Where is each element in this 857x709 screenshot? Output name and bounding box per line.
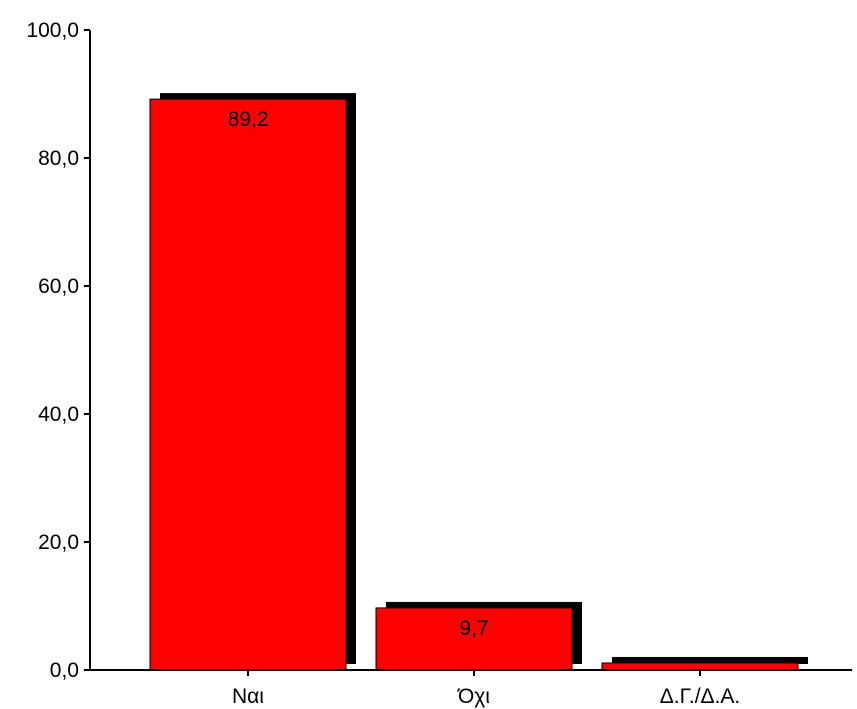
labels-layer: 89,2 Ναι 9,7 Όχι Δ.Γ./Δ.Α. 0,0 20,0 40,0 60,0 80,… (26, 19, 740, 708)
ticks-layer (84, 29, 701, 676)
y-tick-label: 60,0 (38, 275, 79, 298)
bar-data-label: 9,7 (459, 617, 488, 640)
y-tick-label: 40,0 (38, 403, 79, 426)
y-tick-label: 100,0 (26, 19, 79, 42)
x-tick-label: Δ.Γ./Δ.Α. (660, 685, 741, 708)
bar (149, 98, 347, 671)
bar-shadow (612, 656, 808, 664)
y-tick-label: 80,0 (38, 147, 79, 170)
x-tick-label: Ναι (232, 685, 264, 708)
x-tick-label: Όχι (457, 685, 490, 708)
bar-data-label: 89,2 (228, 108, 269, 131)
axes-layer (89, 30, 852, 671)
y-tick-label: 0,0 (50, 659, 79, 682)
bars-layer (149, 93, 808, 671)
bar (601, 662, 799, 671)
y-tick-label: 20,0 (38, 531, 79, 554)
